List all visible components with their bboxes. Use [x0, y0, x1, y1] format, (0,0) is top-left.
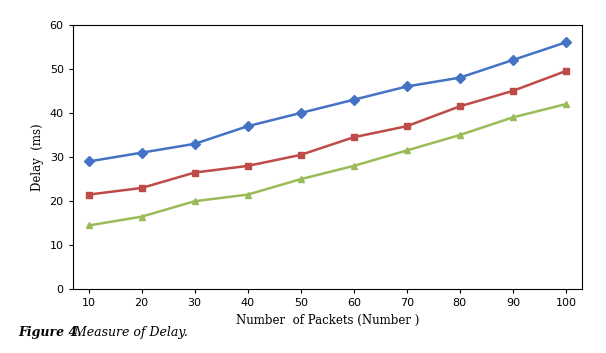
- IL NL AR Technique: [509, 115, 516, 120]
- Line: IL NL AR Technique: IL NL AR Technique: [85, 101, 569, 229]
- IHMS Model: [191, 142, 198, 146]
- IHMS Model: [456, 76, 464, 80]
- Line: IHMS Model: IHMS Model: [85, 39, 569, 165]
- IL NL AR Technique: [350, 164, 358, 168]
- IHMS Model: [85, 160, 92, 164]
- IL NL AR Technique: [403, 148, 410, 152]
- IL NL AR Technique: [456, 133, 464, 137]
- IHMS Model: [562, 40, 570, 44]
- MILP: [350, 135, 358, 139]
- IL NL AR Technique: [138, 215, 145, 219]
- MILP: [456, 104, 464, 108]
- IL NL AR Technique: [297, 177, 304, 181]
- IHMS Model: [509, 58, 516, 62]
- X-axis label: Number  of Packets (Number ): Number of Packets (Number ): [236, 314, 419, 327]
- MILP: [509, 89, 516, 93]
- Text: Measure of Delay.: Measure of Delay.: [70, 326, 188, 339]
- Y-axis label: Delay  (ms): Delay (ms): [31, 123, 44, 191]
- IHMS Model: [403, 84, 410, 89]
- IL NL AR Technique: [85, 223, 92, 228]
- IHMS Model: [138, 151, 145, 155]
- IL NL AR Technique: [562, 102, 570, 106]
- IHMS Model: [297, 111, 304, 115]
- MILP: [191, 170, 198, 175]
- MILP: [138, 186, 145, 190]
- IHMS Model: [350, 98, 358, 102]
- IL NL AR Technique: [244, 192, 251, 197]
- MILP: [85, 192, 92, 197]
- IL NL AR Technique: [191, 199, 198, 203]
- IHMS Model: [244, 124, 251, 128]
- MILP: [297, 153, 304, 157]
- Text: Figure 4.: Figure 4.: [18, 326, 82, 339]
- MILP: [244, 164, 251, 168]
- Line: MILP: MILP: [85, 67, 569, 198]
- MILP: [562, 69, 570, 73]
- MILP: [403, 124, 410, 128]
